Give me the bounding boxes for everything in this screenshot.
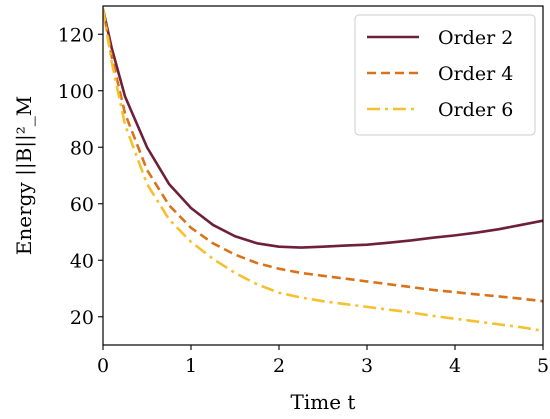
y-tick-label: 80	[70, 137, 94, 159]
x-tick-label: 5	[537, 355, 549, 377]
y-tick-label: 40	[70, 250, 94, 272]
x-tick-label: 3	[361, 355, 373, 377]
y-axis-label: Energy ||B||²_M	[12, 96, 37, 255]
legend-label: Order 6	[438, 99, 513, 121]
y-tick-label: 20	[70, 307, 94, 329]
x-axis-label: Time t	[291, 390, 356, 414]
x-tick-label: 4	[449, 355, 461, 377]
x-tick-label: 2	[273, 355, 285, 377]
series-line-2	[103, 8, 543, 303]
y-tick-label: 60	[70, 194, 94, 216]
axis-ticks: 0 1 2 3 4 5 20 40 60 80 100 120	[58, 24, 549, 377]
y-tick-label: 100	[58, 81, 94, 103]
y-tick-label: 120	[58, 24, 94, 46]
legend-box	[354, 14, 536, 136]
plot-frame	[102, 5, 544, 346]
x-tick-label: 0	[97, 355, 109, 377]
series-line-3	[103, 8, 543, 333]
series-line-1	[103, 8, 543, 249]
legend-label: Order 2	[438, 27, 513, 49]
legend-label: Order 4	[438, 63, 513, 85]
x-tick-label: 1	[185, 355, 197, 377]
series-lines	[103, 8, 543, 333]
legend: Order 2 Order 4 Order 6	[354, 14, 536, 136]
